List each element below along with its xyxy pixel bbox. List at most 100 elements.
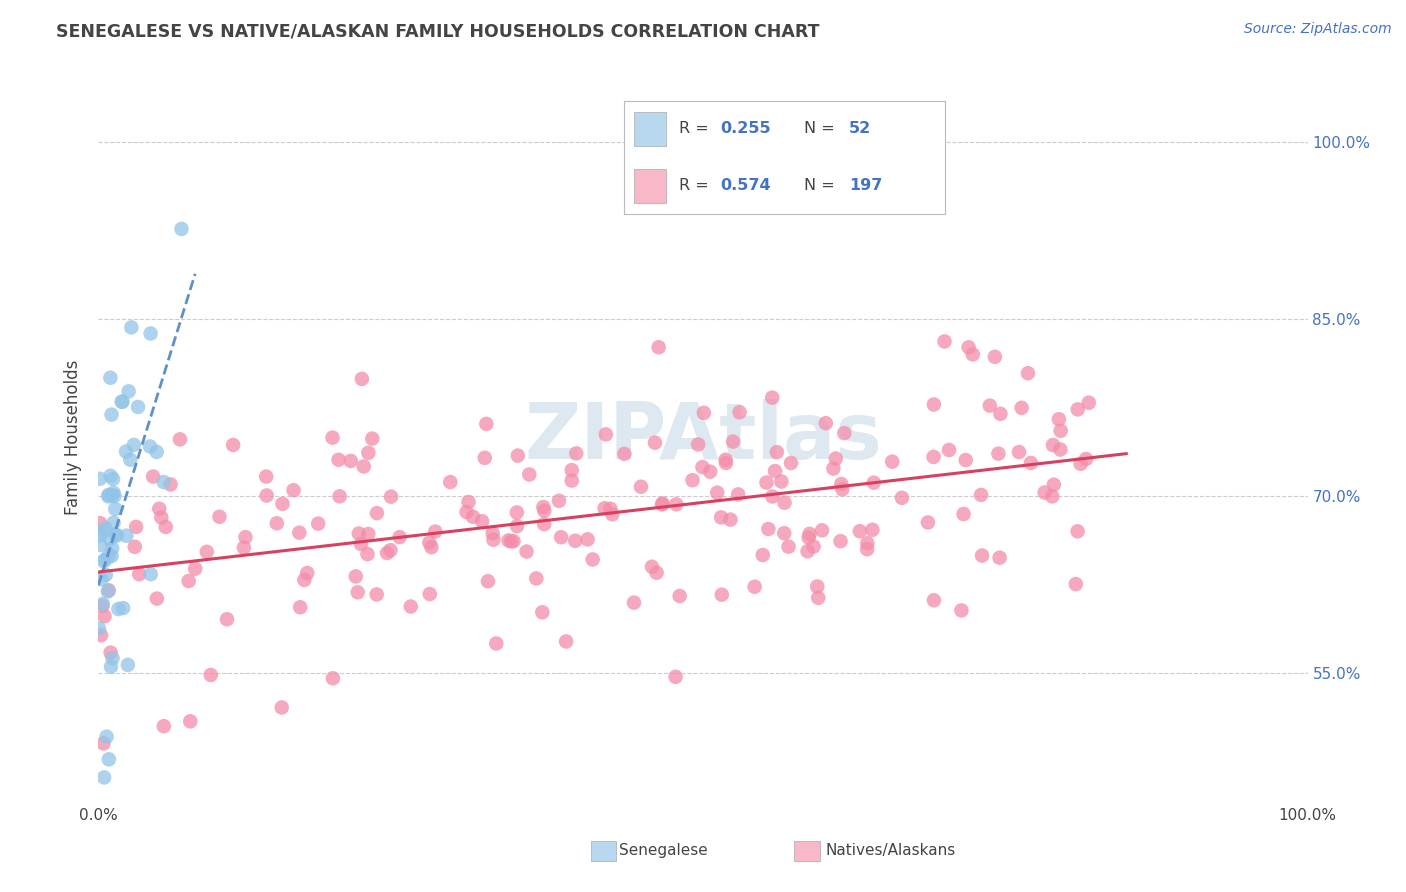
Point [146, 591, 169, 606]
Point [366, 587, 388, 601]
Point [824, 451, 846, 466]
Point [111, 394, 134, 409]
Point [823, 461, 845, 475]
Point [970, 549, 993, 563]
Point [1049, 424, 1071, 438]
Point [89, 538, 111, 552]
Point [917, 516, 939, 530]
Point [506, 449, 529, 463]
Point [533, 504, 555, 518]
Point [139, 326, 162, 341]
Point [576, 533, 599, 547]
Point [752, 548, 775, 562]
Point [602, 508, 624, 522]
Point [862, 475, 884, 490]
Point [115, 529, 138, 543]
Point [630, 480, 652, 494]
Point [814, 416, 837, 430]
Point [128, 567, 150, 582]
Point [120, 320, 142, 334]
Point [122, 438, 145, 452]
Point [595, 427, 617, 442]
Point [955, 453, 977, 467]
Point [796, 544, 818, 558]
Point [811, 523, 834, 537]
Point [710, 510, 733, 524]
Point [388, 530, 411, 544]
Point [890, 491, 912, 505]
Text: SENEGALESE VS NATIVE/ALASKAN FAMILY HOUSEHOLDS CORRELATION CHART: SENEGALESE VS NATIVE/ALASKAN FAMILY HOUS… [56, 22, 820, 40]
Point [645, 566, 668, 580]
Point [641, 559, 664, 574]
Point [1017, 366, 1039, 380]
Point [1074, 452, 1097, 467]
Point [761, 490, 783, 504]
Point [531, 605, 554, 619]
Point [177, 574, 200, 588]
Point [952, 507, 974, 521]
Point [766, 445, 789, 459]
Point [215, 612, 238, 626]
Point [103, 489, 125, 503]
Point [548, 493, 571, 508]
Point [773, 496, 796, 510]
Text: Senegalese: Senegalese [619, 844, 707, 858]
Point [100, 468, 122, 483]
Point [950, 603, 973, 617]
Point [94, 568, 117, 582]
Point [100, 659, 122, 673]
Point [849, 524, 872, 538]
Point [531, 500, 554, 514]
Point [97, 752, 120, 766]
Point [235, 530, 257, 544]
Point [506, 506, 529, 520]
Point [803, 540, 825, 554]
Point [148, 501, 170, 516]
Point [714, 456, 737, 470]
Point [1033, 485, 1056, 500]
Point [807, 591, 830, 605]
Point [89, 528, 111, 542]
Point [94, 521, 117, 535]
Point [97, 584, 120, 599]
Point [1047, 412, 1070, 426]
Point [773, 526, 796, 541]
Point [117, 657, 139, 672]
Point [322, 671, 344, 685]
Point [288, 525, 311, 540]
Point [988, 550, 1011, 565]
Point [100, 646, 122, 660]
Point [89, 516, 111, 530]
Point [1064, 577, 1087, 591]
Point [882, 455, 904, 469]
Point [350, 537, 373, 551]
Point [922, 397, 945, 411]
Point [418, 535, 440, 549]
Point [152, 475, 174, 489]
Point [1008, 445, 1031, 459]
Point [477, 574, 499, 589]
Point [90, 572, 112, 586]
Point [770, 475, 793, 489]
Point [366, 506, 388, 520]
Point [292, 573, 315, 587]
Point [720, 513, 742, 527]
Point [347, 526, 370, 541]
Point [555, 634, 578, 648]
Point [104, 502, 127, 516]
Point [806, 580, 828, 594]
Point [593, 501, 616, 516]
Point [756, 522, 779, 536]
Point [1042, 438, 1064, 452]
Point [100, 549, 122, 563]
Point [232, 541, 254, 555]
Point [117, 384, 139, 399]
Point [271, 497, 294, 511]
Point [831, 482, 853, 496]
Point [184, 562, 207, 576]
Point [90, 628, 112, 642]
Point [101, 488, 124, 502]
Point [1077, 395, 1099, 409]
Point [1040, 489, 1063, 503]
Point [524, 571, 547, 585]
